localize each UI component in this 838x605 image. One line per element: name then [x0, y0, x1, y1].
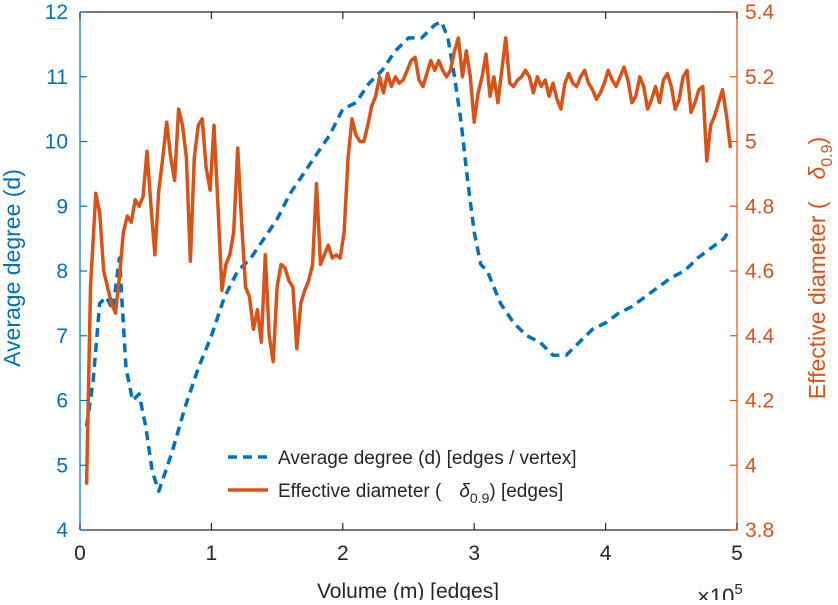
x-tick-label: 1 [206, 542, 218, 565]
y-right-axis-label-subscript: 0.9 [819, 144, 836, 166]
y-right-tick-label: 4.2 [745, 390, 774, 413]
y-left-axis-label: Average degree (d) [0, 169, 25, 367]
x-tick-label: 3 [468, 542, 480, 565]
axes-ticks-group: 0 1 2 3 4 54567891011123.844.24.44.64.855.25.… [45, 1, 775, 565]
y-right-tick-label: 5.2 [745, 66, 774, 89]
series-line-effective-diameter [84, 36, 733, 485]
legend: Average degree (d) [edges / vertex] Effe… [222, 440, 666, 506]
legend-label-delta-subscript: 0.9 [470, 490, 490, 506]
x-tick-label: 0 [74, 542, 86, 565]
y-right-tick-label: 4.6 [745, 260, 774, 283]
x-axis-exponent: ×105 [697, 581, 743, 600]
y-left-tick-label: 4 [56, 519, 68, 542]
legend-background [222, 440, 666, 506]
y-right-axis-label-delta: δ [804, 166, 830, 179]
x-tick-label: 2 [337, 542, 349, 565]
series-line-average-degree [84, 19, 732, 493]
y-left-tick-label: 8 [56, 260, 68, 283]
legend-label-effective-diameter-main: Effective diameter ( [278, 481, 442, 502]
x-tick-label: 5 [731, 542, 743, 565]
y-right-tick-label: 5.4 [745, 1, 775, 24]
y-right-tick-label: 4.8 [745, 195, 774, 218]
y-left-tick-label: 7 [56, 325, 68, 348]
y-left-tick-label: 9 [56, 195, 68, 218]
x-tick-label: 4 [600, 542, 612, 565]
series-group [84, 19, 733, 493]
y-right-axis-label: Effective diameter ( δ0.9) [804, 137, 836, 399]
x-axis-exponent-power: 5 [734, 581, 742, 598]
y-right-tick-label: 4.4 [745, 325, 775, 348]
y-left-tick-label: 5 [56, 454, 68, 477]
x-axis-exponent-base: ×10 [697, 584, 734, 600]
x-axis-label: Volume (m) [edges] [317, 580, 499, 600]
y-left-tick-label: 6 [56, 390, 68, 413]
y-right-tick-label: 4 [745, 454, 757, 477]
legend-label-delta-symbol: δ [459, 481, 470, 502]
y-right-axis-label-close: ) [804, 137, 830, 145]
y-right-tick-label: 3.8 [745, 519, 774, 542]
y-left-tick-label: 12 [45, 1, 68, 24]
y-right-tick-label: 5 [745, 131, 757, 154]
legend-label-effective-diameter-close: ) [edges] [489, 481, 563, 502]
legend-label-average-degree: Average degree (d) [edges / vertex] [278, 448, 577, 469]
y-left-tick-label: 11 [46, 66, 68, 89]
y-right-axis-label-main: Effective diameter ( [804, 201, 830, 399]
y-left-tick-label: 10 [45, 131, 68, 154]
legend-label-effective-diameter: Effective diameter ( δ0.9) [edges] [278, 481, 563, 506]
